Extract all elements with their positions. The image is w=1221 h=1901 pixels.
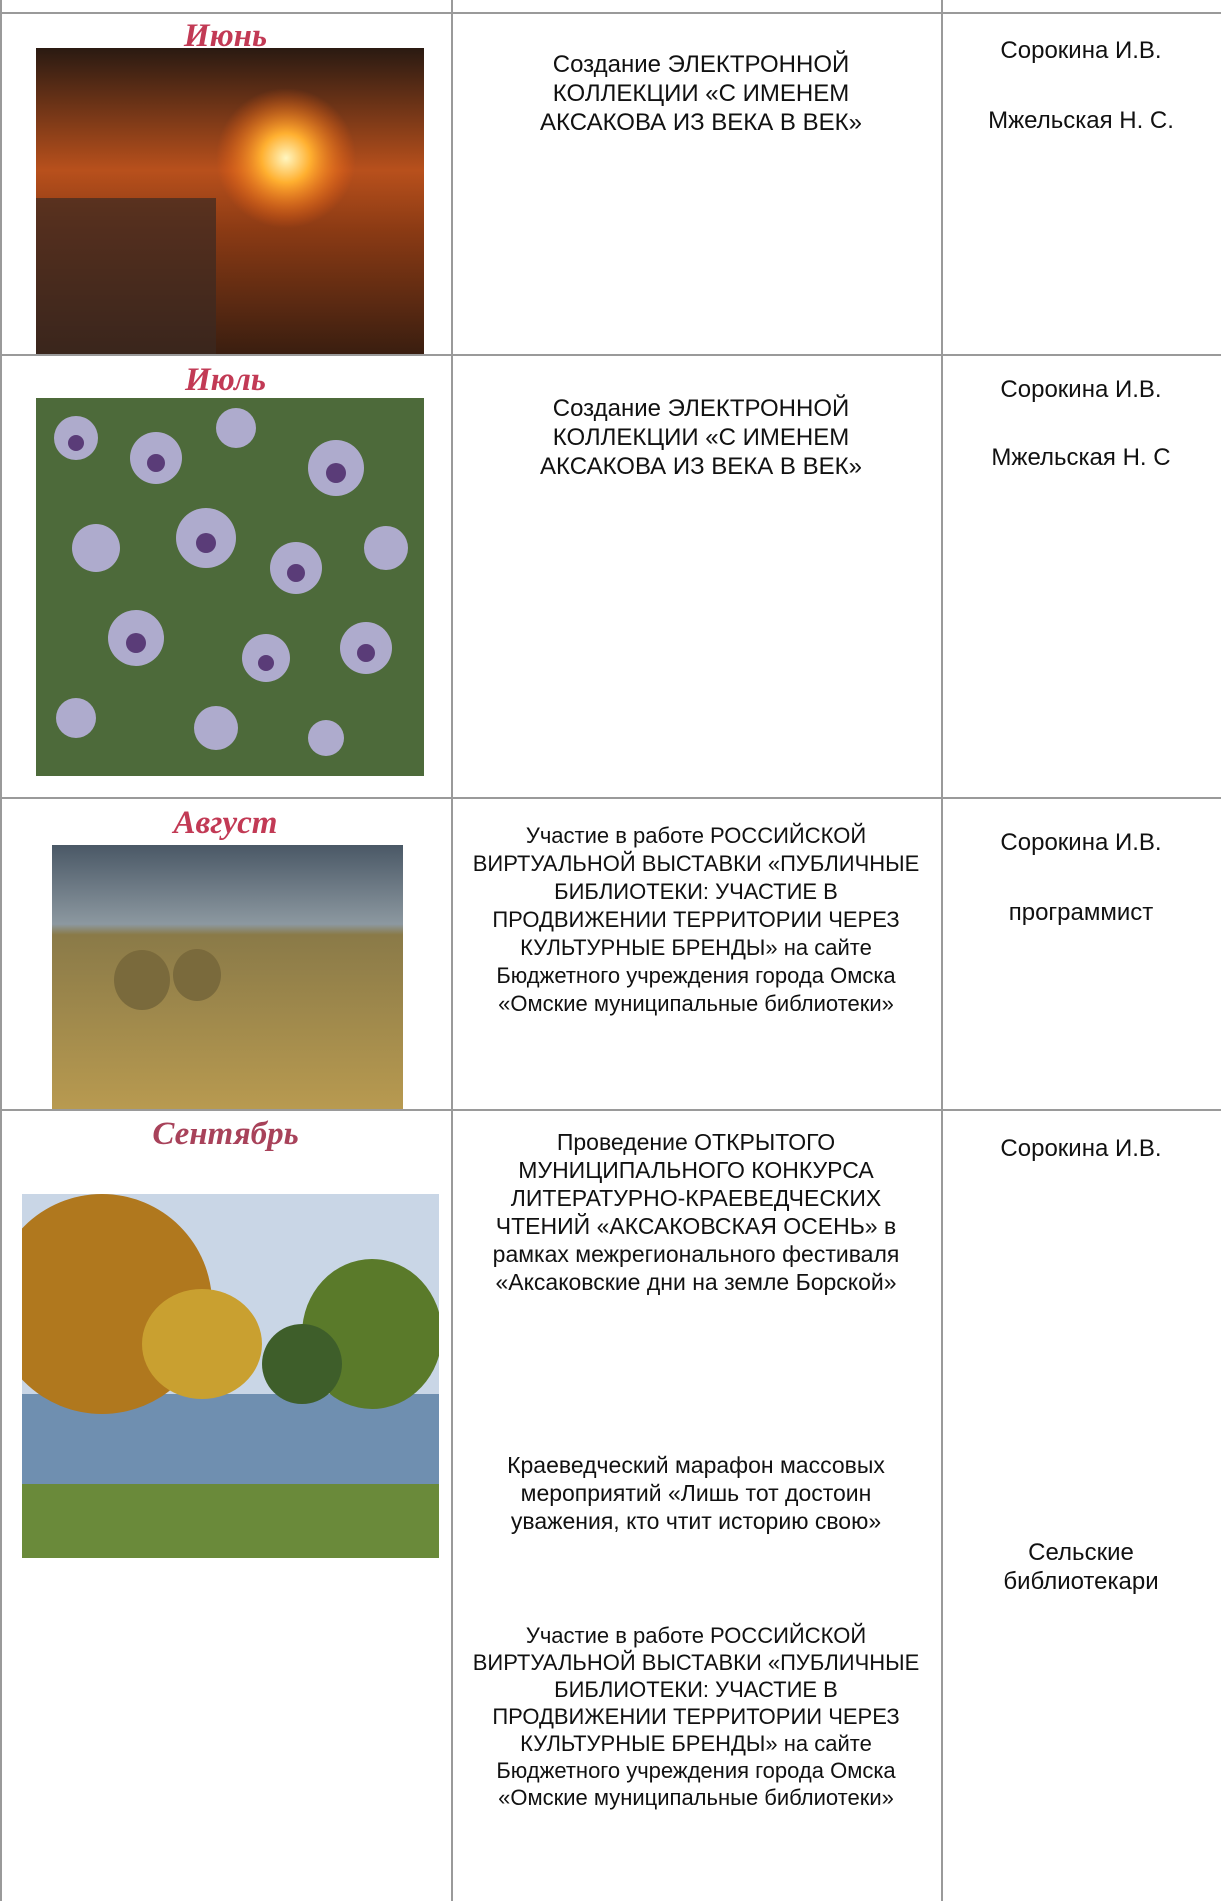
rule xyxy=(941,0,943,1901)
activity: Проведение ОТКРЫТОГО МУНИЦИПАЛЬНОГО КОНК… xyxy=(492,1129,900,1295)
responsible: Сорокина И.В. xyxy=(1000,376,1162,403)
rule xyxy=(0,1109,1221,1111)
photo xyxy=(36,48,424,354)
rule xyxy=(451,0,453,1901)
month: Июль xyxy=(185,362,266,398)
activity: Участие в работе РОССИЙСКОЙ ВИРТУАЛЬНОЙ … xyxy=(472,823,920,1016)
rule xyxy=(0,0,2,1901)
rule xyxy=(0,354,1221,356)
responsible: Мжельская Н. С xyxy=(991,444,1171,471)
activity: Участие в работе РОССИЙСКОЙ ВИРТУАЛЬНОЙ … xyxy=(472,1623,920,1810)
activity: Создание ЭЛЕКТРОННОЙ КОЛЛЕКЦИИ «С ИМЕНЕМ… xyxy=(540,395,862,480)
activity: Создание ЭЛЕКТРОННОЙ КОЛЛЕКЦИИ «С ИМЕНЕМ… xyxy=(540,51,862,136)
responsible: программист xyxy=(1008,899,1154,926)
rule xyxy=(0,797,1221,799)
photo xyxy=(22,1194,439,1558)
activity: Краеведческий марафон массовых мероприят… xyxy=(507,1452,885,1534)
rule xyxy=(0,12,1221,14)
month: Август xyxy=(173,805,278,841)
photo xyxy=(52,845,403,1109)
responsible: Сельские библиотекари xyxy=(1003,1539,1159,1595)
responsible: Мжельская Н. С. xyxy=(988,107,1174,134)
photo xyxy=(36,398,424,776)
responsible: Сорокина И.В. xyxy=(1000,37,1162,64)
responsible: Сорокина И.В. xyxy=(1000,829,1162,856)
responsible: Сорокина И.В. xyxy=(1000,1135,1162,1162)
month: Сентябрь xyxy=(152,1116,299,1152)
